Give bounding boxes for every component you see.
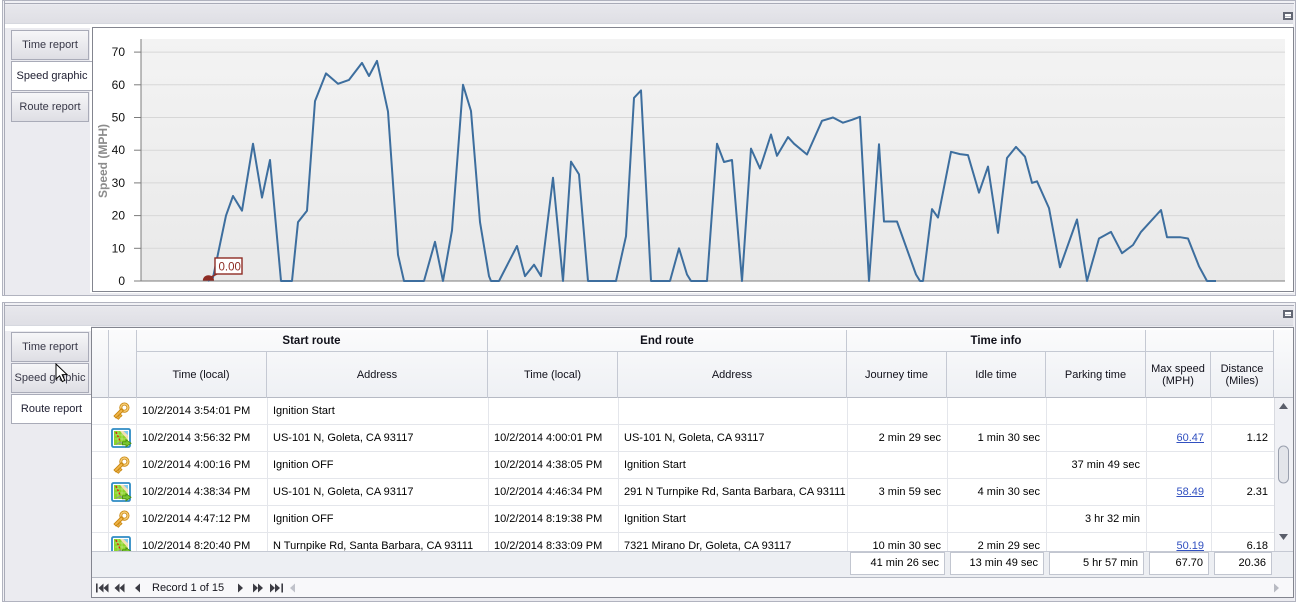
svg-text:10: 10 xyxy=(112,241,126,255)
svg-text:30: 30 xyxy=(112,176,126,190)
svg-text:0.00: 0.00 xyxy=(219,262,241,274)
svg-text:50: 50 xyxy=(112,111,126,125)
svg-text:60: 60 xyxy=(112,78,126,92)
svg-text:0: 0 xyxy=(118,274,125,288)
svg-text:20: 20 xyxy=(112,209,126,223)
svg-text:Speed (MPH): Speed (MPH) xyxy=(96,124,110,198)
svg-text:70: 70 xyxy=(112,45,126,59)
svg-text:40: 40 xyxy=(112,143,126,157)
